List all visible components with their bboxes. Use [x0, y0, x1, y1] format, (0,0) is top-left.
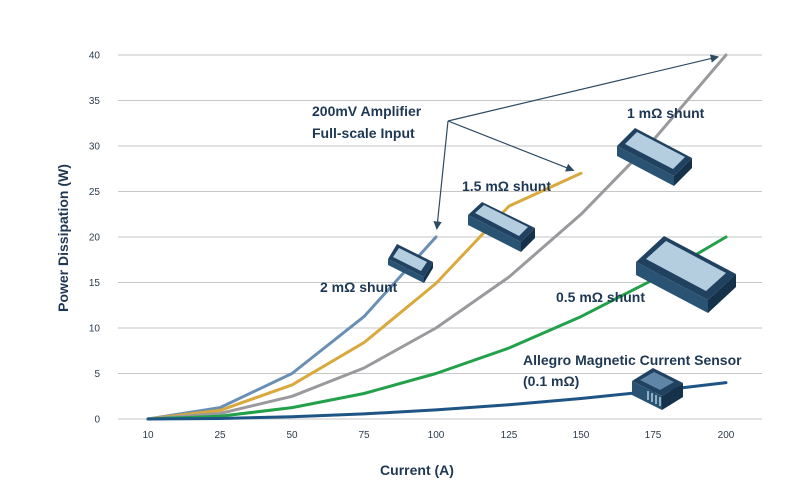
label-1-5mohm-shunt: 1.5 mΩ shunt — [462, 178, 551, 194]
series-line-1 — [146, 171, 583, 421]
series-line-4 — [146, 381, 728, 421]
amplifier-arrows — [433, 54, 720, 230]
shunt-1mohm-icon — [617, 128, 692, 186]
shunt-1-5mohm-icon — [468, 202, 535, 252]
label-1mohm-shunt: 1 mΩ shunt — [627, 105, 705, 121]
label-2mohm-shunt: 2 mΩ shunt — [320, 279, 398, 295]
series-line-3 — [146, 235, 728, 421]
label-0-5mohm-shunt: 0.5 mΩ shunt — [556, 289, 645, 305]
amplifier-arrow-1 — [447, 120, 575, 172]
x-tick-label: 200 — [718, 430, 735, 441]
y-tick-label: 25 — [89, 187, 101, 198]
gridlines — [118, 54, 762, 420]
y-tick-label: 10 — [89, 324, 101, 335]
y-tick-label: 30 — [89, 142, 101, 153]
x-tick-label: 150 — [573, 430, 590, 441]
amplifier-arrow-2 — [447, 54, 720, 122]
y-tick-label: 40 — [89, 51, 101, 62]
y-tick-label: 35 — [89, 96, 101, 107]
series-line-0 — [146, 235, 438, 421]
y-axis-ticks: 0 5 10 15 20 25 30 35 40 — [89, 51, 101, 426]
x-tick-label: 10 — [142, 430, 154, 441]
amplifier-label-line2: Full-scale Input — [312, 125, 415, 141]
series-line-2 — [146, 53, 728, 421]
label-allegro-sensor-line1: Allegro Magnetic Current Sensor — [523, 352, 742, 368]
y-axis-title: Power Dissipation (W) — [55, 164, 71, 312]
x-tick-label: 125 — [501, 430, 518, 441]
shunt-2mohm-icon — [388, 244, 433, 283]
amplifier-label-line1: 200mV Amplifier — [312, 103, 422, 119]
x-tick-label: 25 — [214, 430, 226, 441]
x-tick-label: 175 — [645, 430, 662, 441]
label-allegro-sensor-line2: (0.1 mΩ) — [523, 373, 579, 389]
y-tick-label: 15 — [89, 278, 101, 289]
x-tick-label: 50 — [286, 430, 298, 441]
y-tick-label: 5 — [94, 369, 100, 380]
amplifier-arrow-0 — [433, 120, 449, 230]
y-tick-label: 20 — [89, 233, 101, 244]
series-lines — [146, 53, 728, 421]
shunt-0-5mohm-icon — [636, 236, 736, 313]
x-axis-title: Current (A) — [380, 462, 454, 478]
x-tick-label: 100 — [428, 430, 445, 441]
allegro-sensor-chip-icon — [632, 368, 683, 410]
x-axis-ticks: 10 25 50 75 100 125 150 175 200 — [142, 430, 734, 441]
x-tick-label: 75 — [358, 430, 370, 441]
y-tick-label: 0 — [94, 415, 100, 426]
